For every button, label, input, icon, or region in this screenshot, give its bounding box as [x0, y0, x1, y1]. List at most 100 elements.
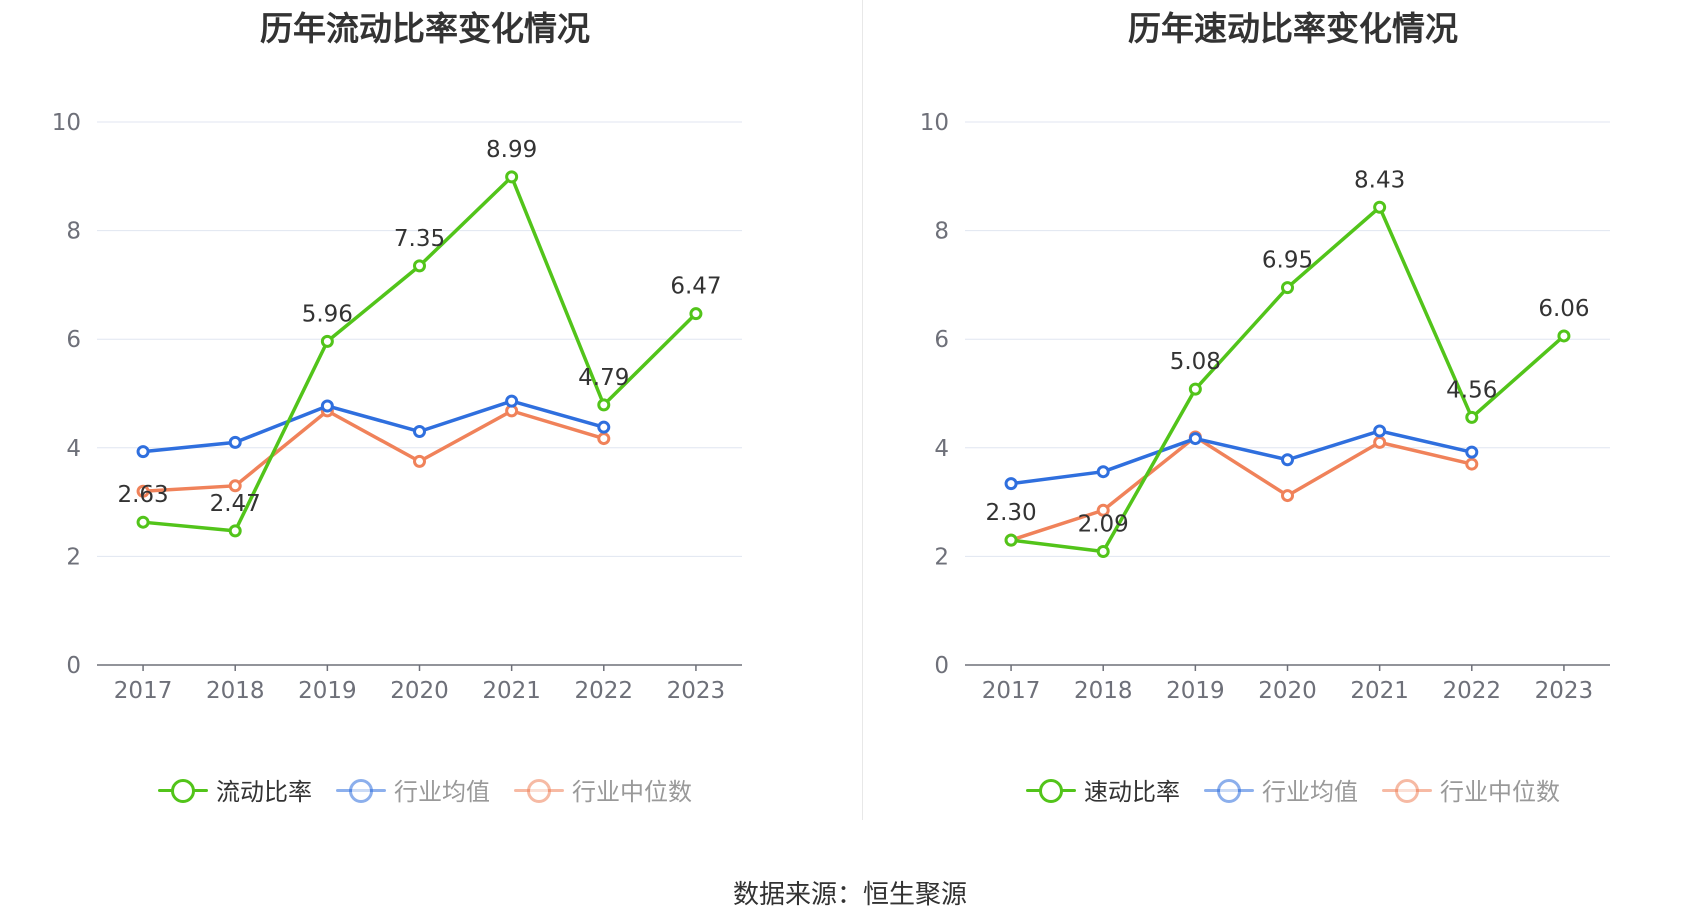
- data-point: [1557, 329, 1571, 343]
- legend-item[interactable]: 流动比率: [158, 772, 312, 807]
- data-point: [1465, 410, 1479, 424]
- x-tick-label: 2017: [982, 678, 1041, 704]
- current-ratio-plot: 0 2 4 6 8 10 2017 2018 2019 2020 2021 2022 2023 2.63 2…: [52, 110, 742, 704]
- y-tick-label: 6: [66, 327, 81, 353]
- legend-marker: [1395, 778, 1419, 803]
- data-point: [228, 435, 242, 449]
- x-tick-label: 2021: [482, 678, 541, 704]
- y-tick-label: 10: [52, 110, 81, 136]
- data-point: [136, 515, 150, 529]
- data-label: 4.56: [1446, 377, 1497, 403]
- data-point: [505, 394, 519, 408]
- data-label: 6.47: [670, 274, 721, 300]
- data-point: [597, 432, 611, 446]
- x-tick-label: 2022: [1443, 678, 1502, 704]
- data-label: 4.79: [578, 365, 629, 391]
- data-source-note: 数据来源：恒生聚源: [732, 880, 967, 910]
- legend-swatch: [514, 778, 564, 803]
- legend-item[interactable]: 行业中位数: [514, 772, 692, 807]
- legend-swatch: [158, 778, 208, 803]
- data-point: [413, 259, 426, 273]
- data-point: [689, 307, 703, 321]
- x-tick-label: 2019: [298, 678, 357, 704]
- data-point: [320, 399, 334, 413]
- data-point: [1373, 424, 1387, 438]
- y-tick-label: 2: [66, 544, 81, 570]
- data-label: 5.96: [302, 301, 353, 327]
- data-point: [413, 454, 426, 468]
- y-tick-label: 2: [934, 544, 949, 570]
- data-point: [413, 425, 426, 439]
- quick-ratio-legend: 速动比率 行业均值 行业中位数: [868, 772, 1700, 807]
- current-ratio-legend: 流动比率 行业均值 行业中位数: [0, 772, 850, 807]
- x-tick-label: 2019: [1166, 678, 1225, 704]
- x-tick-label: 2022: [575, 678, 634, 704]
- chart-title: 历年流动比率变化情况: [260, 9, 590, 48]
- data-point: [1004, 477, 1018, 491]
- x-tick-label: 2023: [667, 678, 726, 704]
- legend-item[interactable]: 行业均值: [336, 772, 490, 807]
- x-tick-label: 2023: [1535, 678, 1594, 704]
- data-point: [505, 170, 519, 184]
- data-point: [1188, 382, 1202, 396]
- data-label: 2.09: [1078, 512, 1129, 538]
- y-tick-label: 8: [934, 219, 949, 245]
- data-point: [1096, 503, 1110, 517]
- legend-label: 行业中位数: [1440, 778, 1560, 806]
- y-tick-label: 0: [934, 653, 949, 679]
- legend-marker: [349, 778, 373, 803]
- legend-item[interactable]: 行业均值: [1204, 772, 1358, 807]
- data-point: [320, 334, 334, 348]
- data-point: [1373, 200, 1387, 214]
- legend-marker: [1217, 778, 1241, 803]
- quick-ratio-plot: 0 2 4 6 8 10 2017 2018 2019 2020 2021 2022 2023 2.30 2…: [920, 110, 1610, 704]
- data-label: 2.30: [985, 500, 1036, 526]
- y-tick-label: 6: [934, 327, 949, 353]
- legend-item[interactable]: 行业中位数: [1382, 772, 1560, 807]
- legend-swatch: [1204, 778, 1254, 803]
- x-tick-label: 2017: [114, 678, 173, 704]
- data-point: [597, 398, 611, 412]
- data-label: 8.43: [1354, 167, 1405, 193]
- series-line: [142, 409, 605, 493]
- legend-item[interactable]: 速动比率: [1026, 772, 1180, 807]
- legend-marker: [1039, 778, 1063, 803]
- legend-label: 速动比率: [1084, 778, 1180, 806]
- data-point: [228, 524, 242, 538]
- chart-title: 历年速动比率变化情况: [1128, 9, 1458, 48]
- y-tick-label: 8: [66, 219, 81, 245]
- data-point: [597, 420, 611, 434]
- data-point: [1281, 489, 1294, 503]
- legend-label: 行业均值: [1262, 778, 1358, 806]
- panel-divider: [862, 0, 863, 820]
- y-tick-label: 10: [920, 110, 949, 136]
- data-label: 6.06: [1538, 296, 1589, 322]
- data-label: 6.95: [1262, 248, 1313, 274]
- y-tick-label: 4: [934, 436, 949, 462]
- current-ratio-chart: 历年流动比率变化情况 0 2 4 6 8 10 2017 2018 2019 2020 2021 20…: [0, 0, 850, 830]
- data-label: 7.35: [394, 226, 445, 252]
- legend-swatch: [336, 778, 386, 803]
- quick-ratio-chart: 历年速动比率变化情况 0 2 4 6 8 10 2017 2018 2019 2020 2021 20…: [868, 0, 1700, 830]
- legend-label: 流动比率: [216, 778, 312, 806]
- legend-marker: [527, 778, 551, 803]
- legend-swatch: [1382, 778, 1432, 803]
- data-label: 2.63: [117, 482, 168, 508]
- data-label: 8.99: [486, 137, 537, 163]
- data-point: [136, 445, 150, 459]
- x-tick-label: 2018: [1074, 678, 1133, 704]
- data-point: [1465, 457, 1479, 471]
- data-label: 5.08: [1170, 349, 1221, 375]
- data-point: [1465, 445, 1479, 459]
- y-tick-label: 0: [66, 653, 81, 679]
- legend-swatch: [1026, 778, 1076, 803]
- y-tick-label: 4: [66, 436, 81, 462]
- series-line: [1010, 435, 1473, 542]
- data-point: [1096, 545, 1110, 559]
- data-point: [1281, 281, 1294, 295]
- legend-marker: [171, 778, 195, 803]
- series-line: [1010, 429, 1473, 486]
- data-point: [1281, 453, 1294, 467]
- series-line: [142, 399, 605, 454]
- data-point: [1096, 465, 1110, 479]
